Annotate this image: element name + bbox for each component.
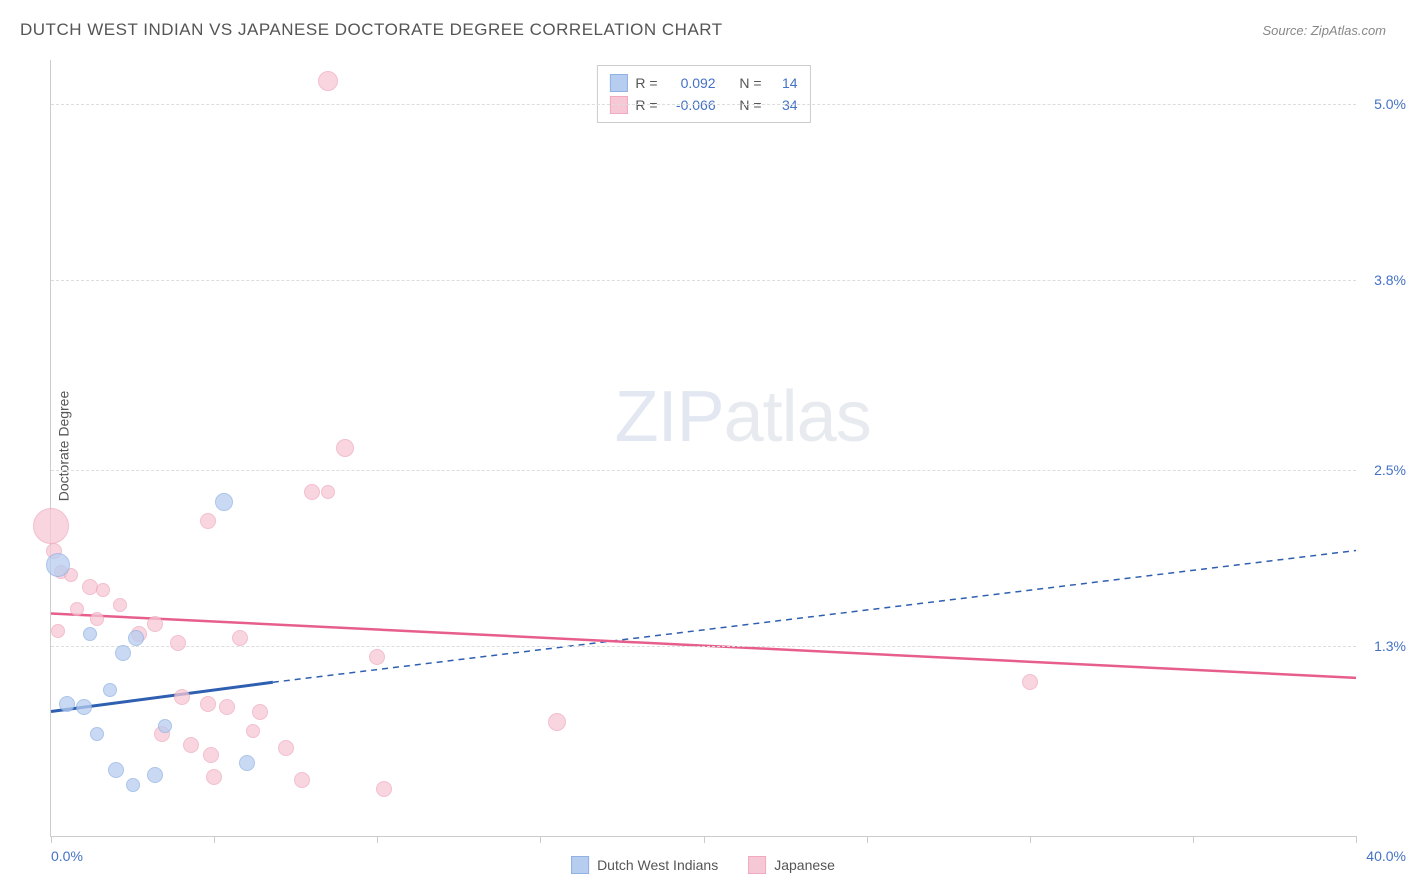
- point-japanese: [33, 508, 69, 544]
- gridline: [51, 470, 1356, 471]
- chart-title: DUTCH WEST INDIAN VS JAPANESE DOCTORATE …: [20, 20, 723, 40]
- x-tick: [867, 836, 868, 843]
- point-japanese: [203, 747, 219, 763]
- stats-row: R =-0.066 N =34: [609, 94, 797, 116]
- point-japanese: [113, 598, 127, 612]
- point-japanese: [376, 781, 392, 797]
- point-japanese: [1022, 674, 1038, 690]
- x-max-label: 40.0%: [1366, 848, 1406, 864]
- x-tick: [377, 836, 378, 843]
- x-tick: [1193, 836, 1194, 843]
- point-japanese: [170, 635, 186, 651]
- point-dutch-west-indian: [215, 493, 233, 511]
- point-japanese: [548, 713, 566, 731]
- point-dutch-west-indian: [239, 755, 255, 771]
- point-japanese: [318, 71, 338, 91]
- gridline: [51, 280, 1356, 281]
- x-tick: [51, 836, 52, 843]
- point-dutch-west-indian: [103, 683, 117, 697]
- point-dutch-west-indian: [46, 553, 70, 577]
- point-japanese: [200, 696, 216, 712]
- stats-box: R =0.092 N =14R =-0.066 N =34: [596, 65, 810, 123]
- point-dutch-west-indian: [147, 767, 163, 783]
- point-japanese: [278, 740, 294, 756]
- swatch-icon: [571, 856, 589, 874]
- source-label: Source: ZipAtlas.com: [1262, 23, 1386, 38]
- swatch-icon: [609, 96, 627, 114]
- x-tick: [704, 836, 705, 843]
- legend-item: Japanese: [748, 856, 835, 874]
- point-japanese: [51, 624, 65, 638]
- point-japanese: [232, 630, 248, 646]
- point-japanese: [174, 689, 190, 705]
- legend-item: Dutch West Indians: [571, 856, 718, 874]
- swatch-icon: [609, 74, 627, 92]
- point-japanese: [336, 439, 354, 457]
- trend-lines-svg: [51, 60, 1356, 836]
- stats-row: R =0.092 N =14: [609, 72, 797, 94]
- point-dutch-west-indian: [126, 778, 140, 792]
- point-japanese: [206, 769, 222, 785]
- point-japanese: [96, 583, 110, 597]
- plot-area: ZIPatlas R =0.092 N =14R =-0.066 N =34 1…: [50, 60, 1356, 837]
- point-japanese: [70, 602, 84, 616]
- gridline: [51, 646, 1356, 647]
- point-japanese: [252, 704, 268, 720]
- x-tick: [540, 836, 541, 843]
- point-japanese: [90, 612, 104, 626]
- point-dutch-west-indian: [128, 630, 144, 646]
- point-japanese: [294, 772, 310, 788]
- point-dutch-west-indian: [115, 645, 131, 661]
- y-tick-label: 1.3%: [1374, 638, 1406, 654]
- point-japanese: [321, 485, 335, 499]
- point-japanese: [219, 699, 235, 715]
- bottom-legend: Dutch West Indians Japanese: [571, 856, 835, 874]
- point-dutch-west-indian: [108, 762, 124, 778]
- point-dutch-west-indian: [59, 696, 75, 712]
- y-tick-label: 3.8%: [1374, 272, 1406, 288]
- point-japanese: [147, 616, 163, 632]
- point-japanese: [369, 649, 385, 665]
- point-japanese: [304, 484, 320, 500]
- point-japanese: [246, 724, 260, 738]
- point-dutch-west-indian: [83, 627, 97, 641]
- y-tick-label: 2.5%: [1374, 462, 1406, 478]
- x-min-label: 0.0%: [51, 848, 83, 864]
- point-dutch-west-indian: [90, 727, 104, 741]
- gridline: [51, 104, 1356, 105]
- swatch-icon: [748, 856, 766, 874]
- point-japanese: [200, 513, 216, 529]
- title-bar: DUTCH WEST INDIAN VS JAPANESE DOCTORATE …: [20, 20, 1386, 40]
- x-tick: [1030, 836, 1031, 843]
- point-dutch-west-indian: [76, 699, 92, 715]
- y-tick-label: 5.0%: [1374, 96, 1406, 112]
- point-japanese: [183, 737, 199, 753]
- x-tick: [1356, 836, 1357, 843]
- legend-label: Dutch West Indians: [597, 857, 718, 873]
- legend-label: Japanese: [774, 857, 835, 873]
- x-tick: [214, 836, 215, 843]
- point-dutch-west-indian: [158, 719, 172, 733]
